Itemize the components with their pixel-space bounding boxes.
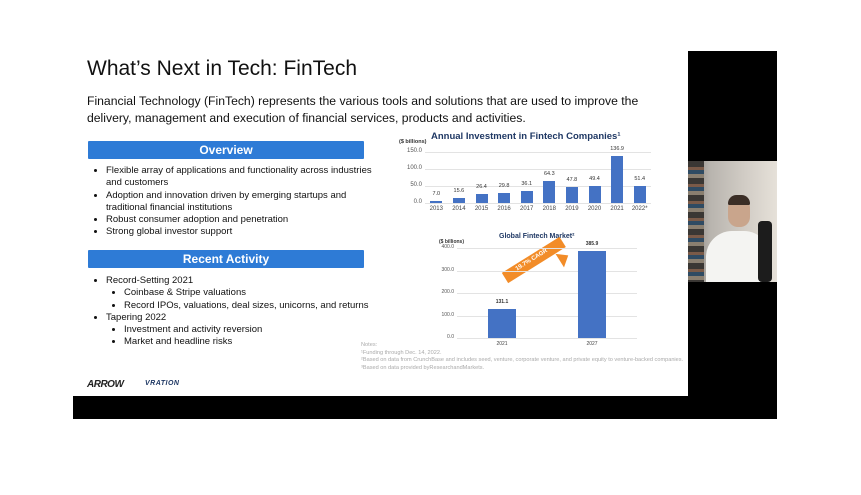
list-item: Coinbase & Stripe valuations — [124, 287, 386, 299]
gridline — [457, 248, 637, 249]
y-tick-label: 0.0 — [447, 334, 454, 340]
note-line: ²Based on data from CrunchBase and inclu… — [361, 357, 684, 364]
presentation-slide: What’s Next in Tech: FinTech Financial T… — [73, 51, 688, 396]
bar — [588, 186, 601, 203]
webcam-video — [688, 161, 777, 282]
bar — [430, 200, 443, 203]
list-item-label: Record-Setting 2021 — [106, 275, 194, 286]
x-tick-label: 2015 — [474, 206, 489, 212]
data-label: 49.4 — [589, 176, 600, 183]
x-tick-label: 2022* — [631, 206, 648, 212]
y-tick-label: 100.0 — [406, 165, 422, 171]
chart-title: Annual Investment in Fintech Companies¹ — [431, 131, 621, 142]
list-item: Investment and activity reversion — [124, 324, 386, 336]
bar — [452, 197, 465, 203]
cagr-arrow: 19.7% CAGR — [501, 236, 566, 284]
list-item: Record IPOs, valuations, deal sizes, uni… — [124, 300, 386, 312]
data-label: 136.9 — [610, 146, 624, 153]
x-tick-label: 2016 — [497, 206, 511, 212]
cagr-arrow-head — [555, 248, 573, 268]
bar — [633, 185, 646, 203]
gridline — [457, 270, 637, 272]
arrow-logo: ARROW — [87, 379, 124, 390]
x-tick-label: 2021 — [496, 341, 508, 347]
data-label: 15.6 — [453, 187, 465, 194]
data-label: 131.1 — [495, 298, 509, 305]
sub-list: Investment and activity reversion Market… — [106, 324, 386, 349]
bar — [565, 186, 578, 203]
x-tick-label: 2021 — [610, 206, 624, 212]
gridline — [425, 203, 651, 204]
y-axis-label: ($ billions) — [439, 239, 464, 245]
y-tick-label: 400.0 — [441, 244, 454, 250]
overview-header: Overview — [88, 141, 364, 159]
data-label: 51.4 — [634, 175, 646, 182]
list-item: Adoption and innovation driven by emergi… — [106, 190, 376, 215]
black-band-top — [688, 51, 777, 161]
x-tick-label: 2027 — [586, 341, 598, 347]
list-item: Flexible array of applications and funct… — [106, 165, 376, 190]
data-label: 64.3 — [543, 171, 555, 178]
note-line: ¹Funding through Dec. 14, 2022. — [361, 349, 442, 356]
y-tick-label: 300.0 — [441, 266, 454, 273]
bar — [488, 308, 516, 338]
y-axis-label: ($ billions) — [399, 139, 427, 145]
bar — [543, 181, 556, 203]
data-label: 47.8 — [566, 176, 578, 183]
recent-activity-header: Recent Activity — [88, 250, 364, 268]
y-tick-label: 0.0 — [413, 199, 422, 205]
bookshelf — [688, 161, 704, 282]
x-tick-label: 2019 — [565, 206, 579, 212]
list-item: Record-Setting 2021 Coinbase & Stripe va… — [106, 275, 386, 312]
bar — [520, 190, 533, 203]
note-line: ³Based on data provided byResearchandMar… — [361, 364, 485, 371]
x-tick-label: 2014 — [452, 206, 466, 212]
list-item: Strong global investor support — [106, 226, 376, 238]
x-tick-label: 2013 — [429, 206, 443, 212]
gridline — [457, 338, 637, 339]
recent-activity-list: Record-Setting 2021 Coinbase & Stripe va… — [88, 275, 386, 349]
chart-title: Global Fintech Market² — [499, 233, 575, 240]
bar — [611, 156, 624, 203]
x-tick-label: 2020 — [587, 206, 602, 212]
black-band-bottom — [73, 396, 777, 419]
data-label: 385.9 — [585, 241, 599, 248]
chair-back — [758, 221, 772, 282]
slide-intro: Financial Technology (FinTech) represent… — [87, 94, 639, 125]
y-tick-label: 200.0 — [441, 289, 454, 295]
overview-list: Flexible array of applications and funct… — [88, 165, 376, 239]
person-hair — [728, 195, 750, 205]
vration-logo: VRATION — [145, 380, 180, 387]
data-label: 26.4 — [476, 184, 487, 191]
data-label: 7.0 — [432, 190, 441, 197]
gridline — [457, 315, 637, 317]
notes: Notes: ¹Funding through Dec. 14, 2022. ²… — [361, 342, 687, 372]
cagr-label: 19.7% CAGR — [514, 247, 549, 273]
list-item: Robust consumer adoption and penetration — [106, 214, 376, 226]
bar — [498, 192, 511, 203]
bar — [578, 251, 606, 338]
sub-list: Coinbase & Stripe valuations Record IPOs… — [106, 287, 386, 312]
slide-title: What’s Next in Tech: FinTech — [87, 57, 358, 80]
note-line: Notes: — [361, 342, 378, 348]
bar — [475, 194, 488, 203]
data-label: 29.8 — [498, 182, 510, 189]
list-item-label: Tapering 2022 — [106, 311, 167, 323]
y-tick-label: 100.0 — [441, 311, 454, 318]
gridline — [457, 293, 637, 294]
list-item: Market and headline risks — [124, 336, 386, 348]
gridline — [425, 186, 651, 187]
gridline — [425, 152, 651, 153]
list-item: Tapering 2022 Investment and activity re… — [106, 312, 386, 349]
y-tick-label: 150.0 — [406, 148, 422, 154]
gridline — [425, 169, 651, 170]
x-tick-label: 2018 — [542, 206, 556, 212]
x-tick-label: 2017 — [520, 206, 534, 212]
data-label: 36.1 — [521, 180, 533, 187]
y-tick-label: 50.0 — [410, 182, 422, 188]
black-band-right — [688, 282, 777, 396]
